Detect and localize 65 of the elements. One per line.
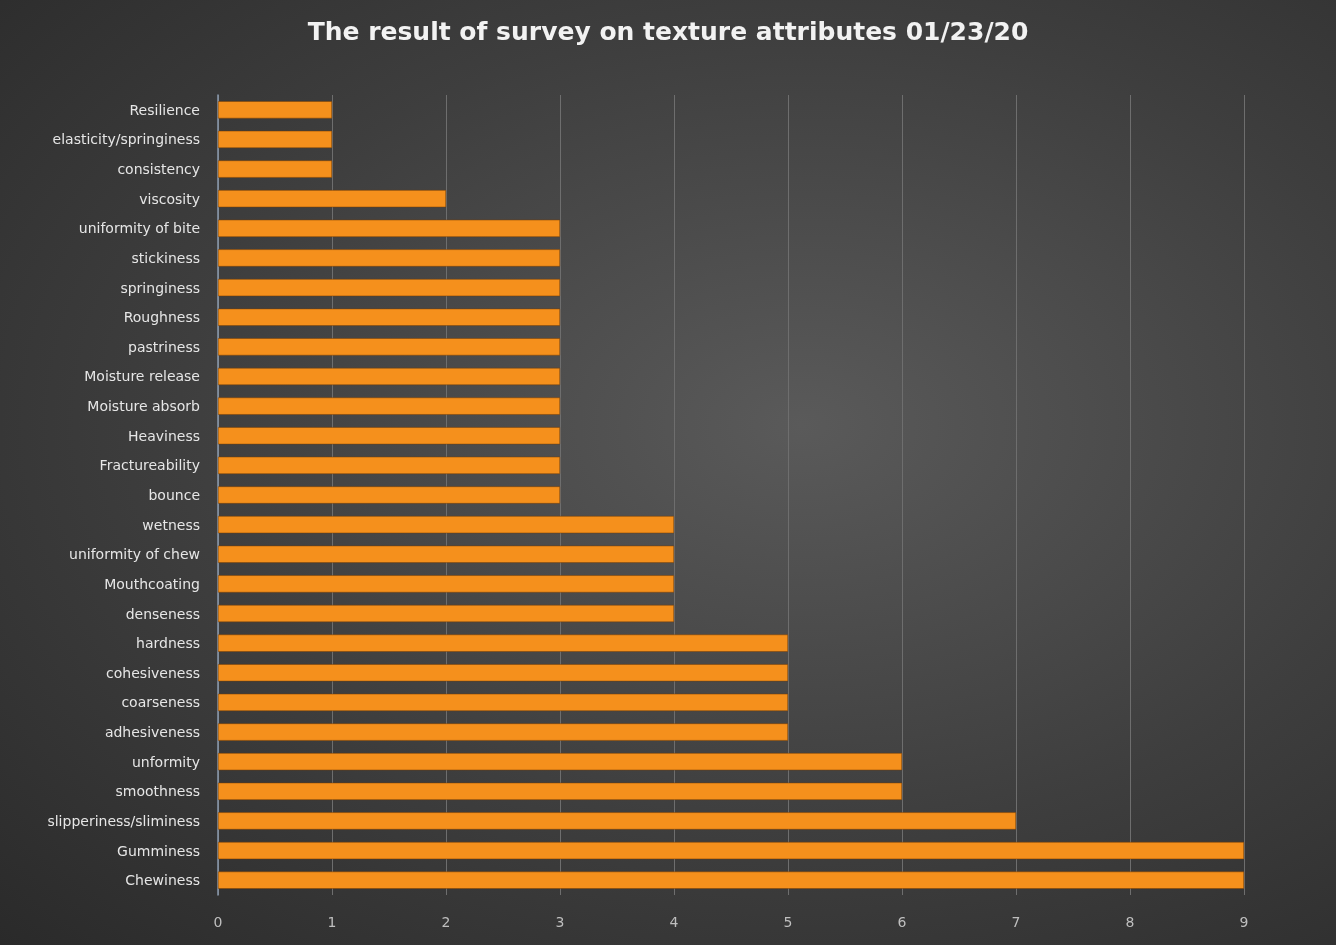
bar bbox=[218, 397, 560, 415]
x-tick-label: 7 bbox=[1011, 914, 1021, 930]
bar bbox=[218, 516, 674, 534]
x-tick-label: 9 bbox=[1239, 914, 1249, 930]
y-tick-label: stickiness bbox=[131, 249, 200, 266]
y-tick-label: unformity bbox=[131, 753, 200, 770]
bar bbox=[218, 753, 902, 771]
y-tick-label: Roughness bbox=[123, 309, 200, 326]
y-tick-label: uniformity of bite bbox=[78, 220, 200, 237]
bar bbox=[218, 249, 560, 267]
y-tick-label: cohesiveness bbox=[106, 664, 200, 681]
bar bbox=[218, 279, 560, 297]
bar bbox=[218, 101, 332, 119]
y-tick-label: hardness bbox=[136, 635, 200, 652]
x-tick-label: 6 bbox=[897, 914, 907, 930]
y-tick-label: coarseness bbox=[121, 694, 200, 711]
x-tick-label: 8 bbox=[1125, 914, 1135, 930]
y-tick-label: consistency bbox=[117, 161, 200, 178]
chart-title: The result of survey on texture attributes 01/23/20 bbox=[307, 17, 1029, 46]
y-tick-label: springiness bbox=[120, 279, 200, 296]
bar bbox=[218, 486, 560, 504]
y-tick-label: pastriness bbox=[128, 338, 200, 355]
bar bbox=[218, 575, 674, 593]
y-tick-label: denseness bbox=[125, 605, 200, 622]
bar bbox=[218, 190, 446, 208]
bar bbox=[218, 308, 560, 326]
y-tick-label: Moisture release bbox=[84, 368, 200, 385]
bar bbox=[218, 604, 674, 623]
y-tick-label: adhesiveness bbox=[104, 724, 200, 741]
bar bbox=[218, 130, 332, 149]
y-tick-label: uniformity of chew bbox=[69, 546, 200, 563]
y-tick-label: Heaviness bbox=[128, 427, 200, 444]
x-tick-label: 2 bbox=[441, 914, 451, 930]
x-tick-label: 3 bbox=[555, 914, 565, 930]
bar bbox=[218, 812, 1016, 830]
y-tick-label: Moisture absorb bbox=[87, 398, 201, 415]
bar bbox=[218, 664, 788, 682]
bar bbox=[218, 782, 902, 800]
y-tick-label: slipperiness/sliminess bbox=[47, 812, 200, 829]
y-tick-label: Gumminess bbox=[117, 842, 200, 859]
y-tick-label: viscosity bbox=[139, 190, 200, 207]
bar bbox=[218, 841, 1244, 860]
y-tick-label: bounce bbox=[148, 487, 200, 503]
bar bbox=[218, 693, 788, 711]
y-tick-label: smoothness bbox=[115, 783, 200, 800]
bar bbox=[218, 160, 332, 178]
y-tick-label: wetness bbox=[142, 516, 200, 533]
y-tick-label: elasticity/springiness bbox=[52, 131, 200, 148]
y-tick-label: Chewiness bbox=[125, 872, 200, 889]
y-tick-label: Resilience bbox=[129, 101, 200, 118]
bar bbox=[218, 219, 560, 237]
bar bbox=[218, 338, 560, 356]
bar bbox=[218, 871, 1244, 889]
x-tick-label: 0 bbox=[213, 914, 223, 930]
x-tick-label: 1 bbox=[327, 914, 337, 930]
bar bbox=[218, 456, 560, 474]
bar bbox=[218, 427, 560, 445]
y-tick-label: Mouthcoating bbox=[104, 575, 200, 592]
bar bbox=[218, 545, 674, 563]
bar bbox=[218, 634, 788, 652]
y-tick-label: Fractureability bbox=[99, 457, 200, 474]
x-tick-label: 4 bbox=[669, 914, 679, 930]
bar bbox=[218, 367, 560, 386]
bar bbox=[218, 723, 788, 741]
x-tick-label: 5 bbox=[783, 914, 793, 930]
